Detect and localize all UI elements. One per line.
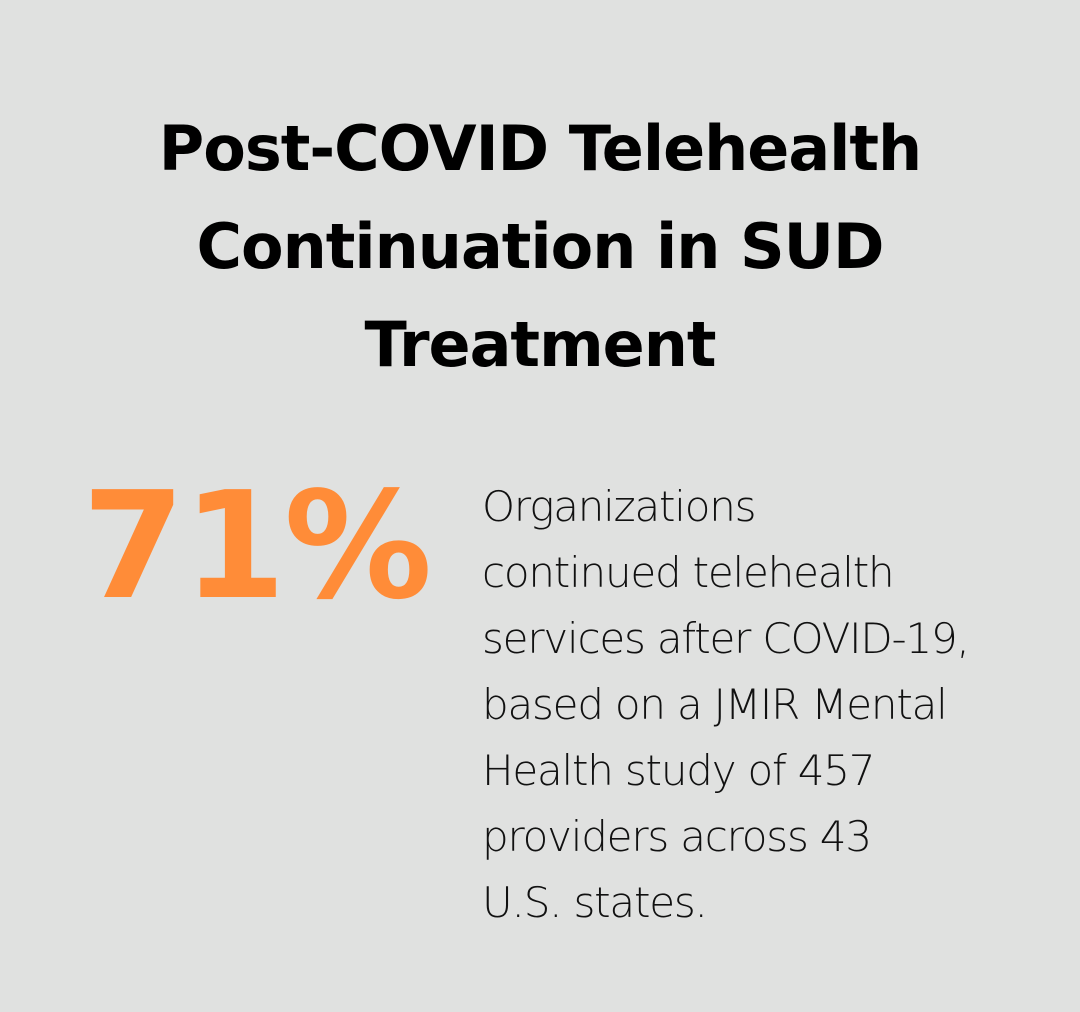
description-line-3: services after COVID-19, <box>482 614 970 663</box>
description-line-4: based on a JMIR Mental <box>482 680 948 729</box>
description-line-1: Organizations <box>482 482 757 531</box>
title-line-2: Continuation in SUD <box>196 210 885 283</box>
description-line-2: continued telehealth <box>482 548 895 597</box>
description-line-5: Health study of 457 <box>482 746 876 795</box>
description-line-6: providers across 43 <box>482 812 872 861</box>
stat-description: Organizations continued telehealth servi… <box>482 474 1042 936</box>
title-line-1: Post-COVID Telehealth <box>158 112 922 185</box>
title-line-3: Treatment <box>364 308 716 381</box>
stat-percentage: 71% <box>82 460 432 632</box>
infographic-title: Post-COVID Telehealth Continuation in SU… <box>0 100 1080 394</box>
description-line-7: U.S. states. <box>482 878 708 927</box>
